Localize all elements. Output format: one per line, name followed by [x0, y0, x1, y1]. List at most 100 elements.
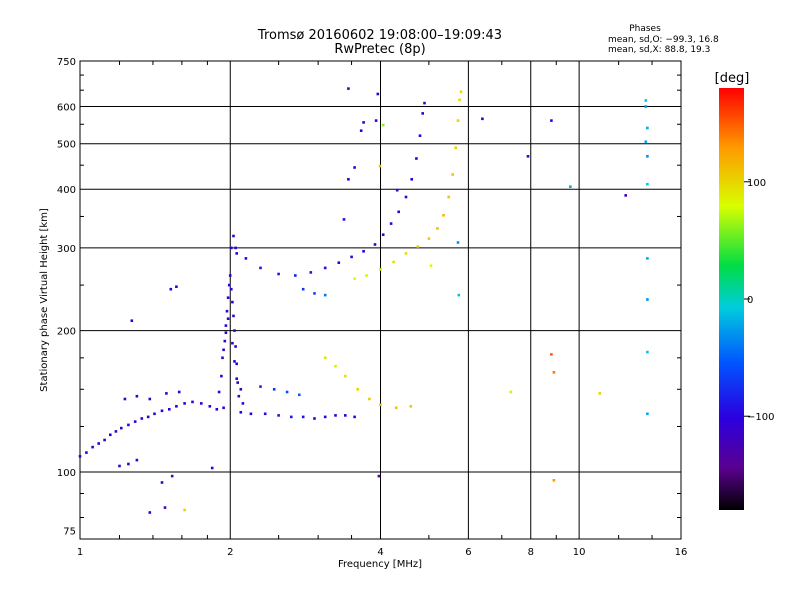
echo-point — [509, 390, 513, 394]
echo-point — [323, 293, 327, 297]
stats-heading: Phases — [629, 24, 661, 34]
echo-point — [210, 466, 214, 470]
echo-point — [334, 414, 337, 417]
echo-point — [436, 227, 439, 230]
y-axis-label: Stationary phase Virtual Height [km] — [39, 208, 50, 392]
echo-point — [646, 412, 649, 416]
echo-point — [217, 390, 221, 394]
echo-point — [353, 277, 356, 280]
echo-point — [249, 412, 253, 416]
x-tick-label: 8 — [528, 547, 534, 558]
echo-point — [215, 408, 219, 411]
echo-point — [347, 178, 350, 181]
echo-point — [224, 324, 228, 327]
echo-point — [644, 105, 648, 108]
echo-point — [183, 402, 186, 405]
echo-point — [415, 157, 418, 160]
echo-point — [454, 146, 457, 150]
echo-point — [624, 194, 627, 197]
echo-point — [290, 415, 293, 419]
echo-point — [644, 99, 648, 102]
echo-point — [183, 508, 186, 512]
echo-point — [175, 285, 178, 288]
echo-point — [120, 426, 123, 430]
echo-point — [234, 345, 237, 348]
x-axis-label: Frequency [MHz] — [338, 559, 422, 570]
echo-point — [397, 210, 400, 214]
echo-point — [123, 397, 127, 401]
x-tick-label: 6 — [465, 547, 471, 558]
echo-point — [222, 406, 225, 410]
axis-ticks: 1 2 4 6 8 10 16 75 100 200 300 400 500 600 750 — [57, 57, 687, 558]
echo-point — [377, 474, 381, 478]
echo-point — [416, 245, 420, 248]
echo-point — [646, 257, 649, 260]
echo-point — [323, 415, 327, 419]
echo-point — [353, 166, 356, 169]
echo-point — [569, 185, 572, 188]
echo-point — [130, 319, 134, 322]
echo-point — [133, 420, 137, 423]
echo-point — [362, 250, 365, 253]
echo-point — [298, 393, 301, 397]
echo-point — [644, 140, 648, 143]
echo-point — [224, 331, 228, 334]
echo-point — [277, 414, 280, 417]
echo-point — [550, 119, 553, 122]
echo-point — [135, 458, 139, 462]
echo-point — [374, 119, 378, 122]
echo-point — [309, 271, 313, 274]
echo-point — [646, 155, 649, 158]
echo-point — [235, 377, 238, 380]
echo-point — [222, 348, 225, 352]
echo-point — [323, 266, 327, 270]
echo-point — [342, 218, 346, 221]
echo-point — [230, 287, 233, 291]
echo-point — [148, 511, 152, 514]
y-tick-label: 750 — [57, 57, 76, 68]
echo-point — [146, 415, 150, 419]
echo-point — [376, 92, 380, 96]
echo-point — [429, 264, 433, 267]
echo-point — [103, 438, 106, 442]
echo-point — [404, 252, 408, 255]
chart-subtitle: RwPretec (8p) — [334, 42, 425, 57]
echo-point — [239, 388, 243, 391]
echo-point — [526, 155, 530, 158]
echo-point — [177, 390, 181, 394]
echo-point — [646, 182, 649, 186]
echo-point — [313, 292, 316, 295]
echo-point — [552, 371, 556, 374]
echo-point — [226, 317, 230, 320]
echo-point — [301, 287, 305, 291]
echo-point — [228, 274, 232, 277]
echo-point — [234, 246, 237, 250]
echo-point — [230, 246, 233, 250]
colorbar-tick-label: 0 — [747, 295, 753, 306]
echo-point — [272, 388, 276, 391]
echo-point — [394, 406, 398, 410]
echo-point — [378, 164, 382, 168]
echo-point — [226, 296, 230, 299]
echo-point — [423, 101, 426, 105]
echo-point — [140, 417, 144, 420]
echo-point — [350, 255, 353, 259]
echo-point — [381, 123, 385, 127]
x-tick-label: 1 — [77, 547, 83, 558]
echo-point — [97, 442, 100, 445]
echo-point — [323, 356, 327, 360]
y-tick-label: 200 — [57, 327, 76, 338]
echo-point — [389, 222, 393, 225]
stats-x-line: mean, sd,X: 88.8, 19.3 — [608, 45, 710, 55]
echo-point — [418, 134, 422, 137]
echo-point — [118, 464, 121, 468]
echo-point — [313, 417, 316, 420]
echo-point — [85, 451, 88, 454]
echo-point — [285, 390, 289, 394]
echo-point — [241, 402, 245, 405]
echo-point — [175, 405, 178, 408]
echo-point — [223, 339, 227, 343]
echo-point — [239, 411, 243, 414]
echo-point — [294, 274, 297, 277]
echo-point — [347, 87, 350, 90]
